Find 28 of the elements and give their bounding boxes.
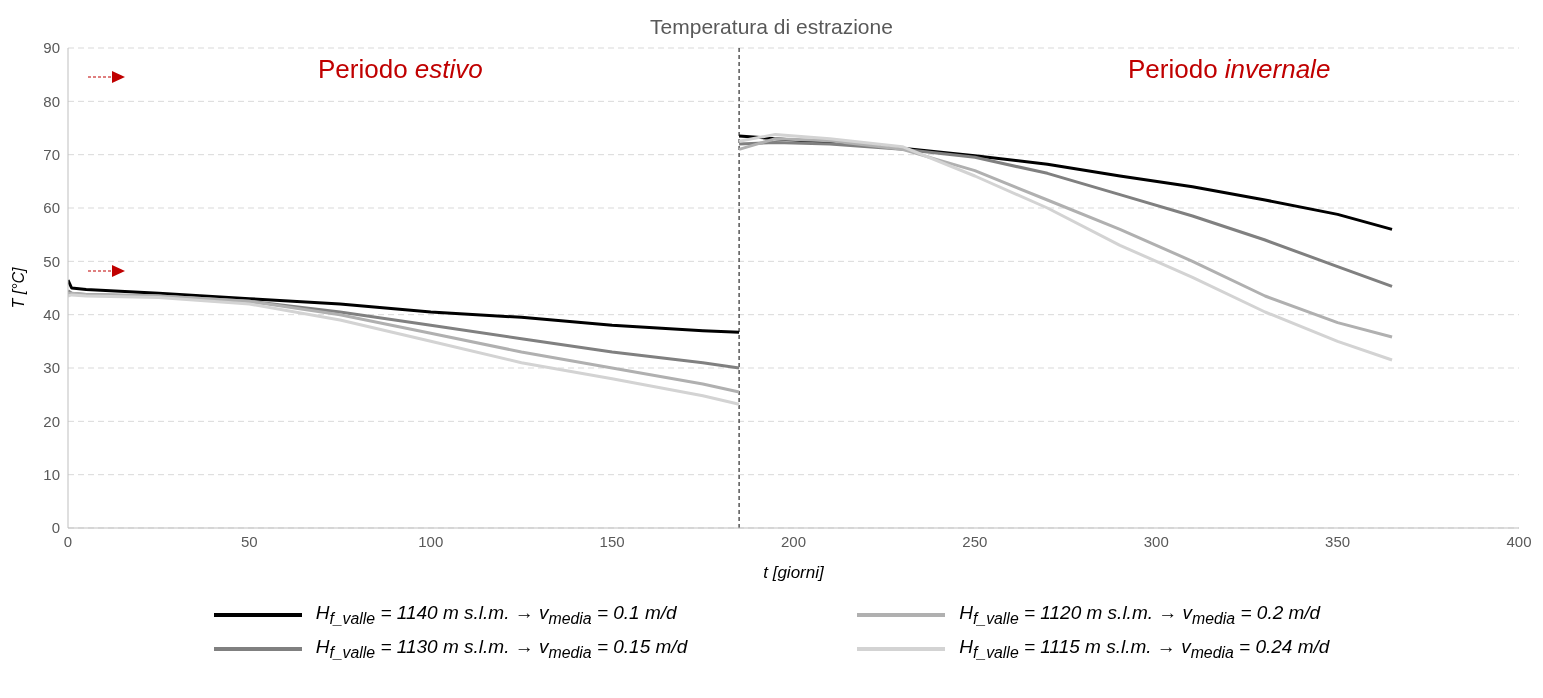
annotation: Periodo invernale: [1128, 54, 1331, 84]
x-axis-title: t [giorni]: [763, 563, 826, 582]
y-tick-label: 10: [43, 465, 60, 483]
y-axis-title: T [°C]: [9, 266, 27, 309]
legend-label: H$_{f_valle}$ = 1115 m s.l.m. → v$_{media}$ = 0.24 m/d: [959, 635, 1330, 662]
y-tick-label: 60: [43, 199, 60, 217]
x-tick-label: 400: [1506, 532, 1532, 550]
legend-label: H$_{f_valle}$ = 1120 m s.l.m. → v$_{media}$ = 0.2 m/d: [959, 602, 1321, 628]
x-tick-label: 200: [780, 532, 807, 550]
legend-label: H$_{f_valle}$ = 1140 m s.l.m. → v$_{media}$ = 0.1 m/d: [315, 602, 677, 628]
y-tick-label: 0: [51, 519, 60, 537]
y-tick-label: 50: [43, 252, 60, 270]
annotation: Periodo estivo: [318, 54, 483, 84]
x-tick-label: 150: [599, 532, 625, 550]
chart-title: Temperatura di estrazione: [650, 15, 893, 38]
y-tick-label: 80: [43, 92, 60, 110]
legend-label: H$_{f_valle}$ = 1130 m s.l.m. → v$_{media}$ = 0.15 m/d: [315, 635, 688, 662]
x-tick-label: 100: [418, 532, 444, 550]
x-tick-label: 0: [63, 532, 73, 550]
x-tick-label: 250: [962, 532, 988, 550]
y-tick-label: 40: [43, 305, 60, 323]
x-tick-label: 50: [241, 532, 258, 550]
y-tick-label: 70: [43, 145, 60, 163]
y-tick-label: 30: [43, 359, 60, 377]
y-tick-label: 90: [43, 39, 60, 57]
y-tick-label: 20: [43, 412, 60, 430]
x-tick-label: 350: [1325, 532, 1351, 550]
x-tick-label: 300: [1143, 532, 1169, 550]
